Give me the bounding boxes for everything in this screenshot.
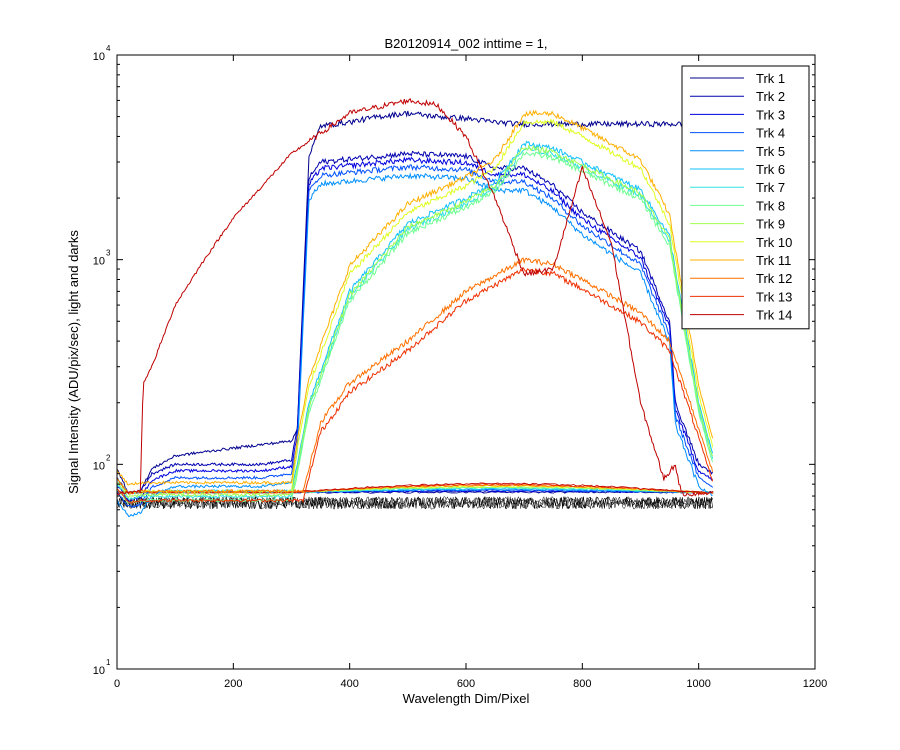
- legend: Trk 1 Trk 2 Trk 3 Trk 4 Trk 5 Trk 6 Trk 7 Trk 8…: [681, 65, 810, 330]
- legend-label: Trk 14: [756, 308, 792, 323]
- x-tick-label: 800: [573, 678, 591, 690]
- legend-label: Trk 4: [756, 126, 785, 141]
- y-tick-label-exp: 3: [106, 249, 111, 258]
- legend-label: Trk 1: [756, 71, 785, 86]
- dark-frame-line: [116, 495, 713, 510]
- series-line-4: [116, 164, 713, 509]
- legend-label: Trk 7: [756, 180, 785, 195]
- y-tick-label-exp: 4: [106, 44, 111, 53]
- series-line-13: [116, 266, 714, 505]
- legend-label: Trk 2: [756, 89, 785, 104]
- y-tick-label-exp: 1: [106, 658, 111, 667]
- series-line-1: [116, 110, 713, 496]
- series-layer: [116, 97, 714, 518]
- x-tick-label: 600: [457, 678, 475, 690]
- x-tick-label: 1200: [803, 678, 827, 690]
- legend-box: [681, 65, 810, 330]
- y-tick-label-exp: 2: [106, 453, 111, 462]
- x-tick-label: 1000: [686, 678, 710, 690]
- y-tick-label-base: 10: [93, 51, 105, 63]
- series-line-8: [116, 151, 714, 504]
- legend-label: Trk 13: [756, 289, 792, 304]
- legend-label: Trk 12: [756, 271, 792, 286]
- y-axis-title: Signal Intensity (ADU/pix/sec), light an…: [66, 230, 81, 494]
- x-tick-label: 400: [340, 678, 358, 690]
- y-tick-label-base: 10: [93, 256, 105, 268]
- series-line-11: [116, 109, 714, 486]
- series-line-3: [116, 156, 713, 502]
- series-line-7: [116, 147, 714, 500]
- legend-label: Trk 9: [756, 217, 785, 232]
- series-line-14: [116, 97, 713, 497]
- legend-label: Trk 5: [756, 144, 785, 159]
- x-tick-label: 200: [224, 678, 242, 690]
- y-tick-label-base: 10: [93, 460, 105, 472]
- legend-label: Trk 8: [756, 198, 785, 213]
- legend-label: Trk 10: [756, 235, 792, 250]
- legend-label: Trk 3: [756, 107, 785, 122]
- chart-title: B20120914_002 inttime = 1,: [385, 36, 548, 51]
- series-line-6: [116, 140, 714, 495]
- series-line-12: [116, 257, 714, 495]
- series-line-2: [116, 150, 714, 494]
- legend-label: Trk 11: [756, 253, 791, 268]
- series-line-9: [116, 144, 714, 498]
- legend-label: Trk 6: [756, 162, 785, 177]
- y-tick-label-base: 10: [93, 665, 105, 677]
- x-axis-title: Wavelength Dim/Pixel: [403, 691, 530, 706]
- x-tick-label: 0: [114, 678, 120, 690]
